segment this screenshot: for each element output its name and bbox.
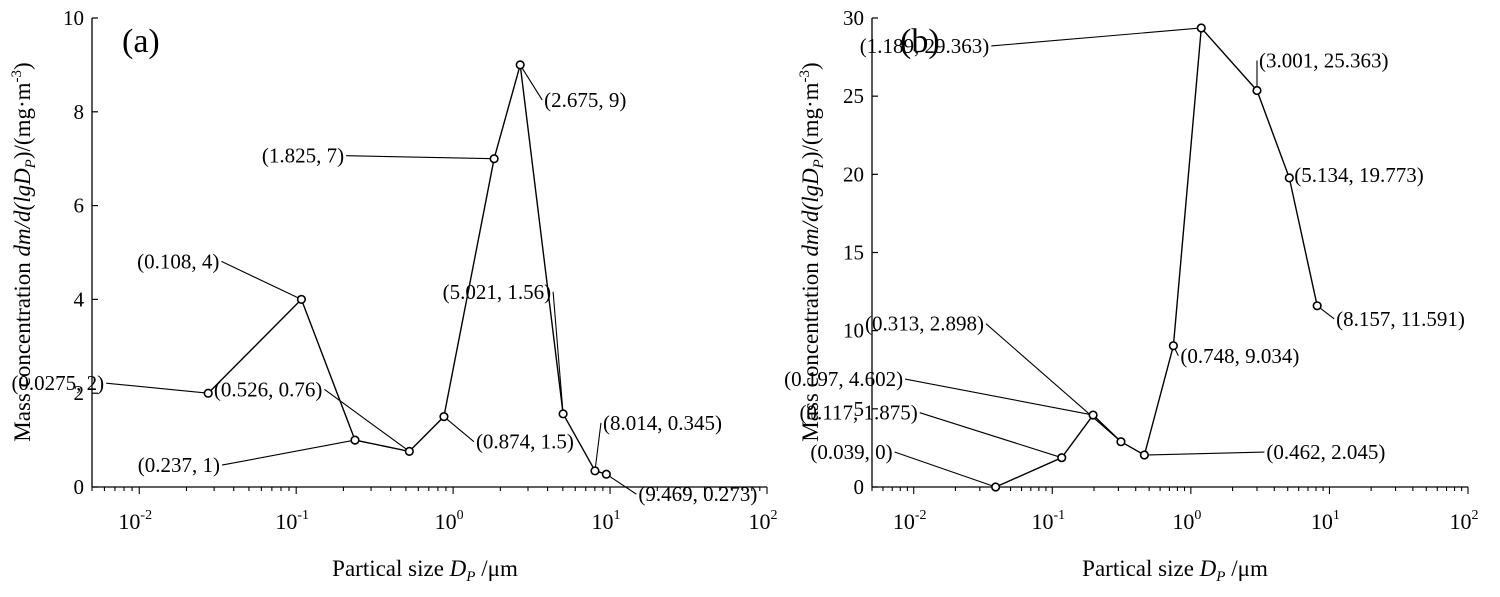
panel-b-data-label: (3.001, 25.363) <box>1259 48 1389 72</box>
panel-b-y-tick-label: 10 <box>843 319 864 343</box>
panel-a-leader-line <box>324 388 410 452</box>
panel-b-data-label: (5.134, 19.773) <box>1294 163 1424 187</box>
panel-b-data-label: (1.189, 29.363) <box>860 34 990 58</box>
panel-a-x-tick-label: 101 <box>592 508 621 534</box>
panel-b-series-line <box>995 26 1318 488</box>
panel-a-y-tick-label: 6 <box>74 194 85 218</box>
panel-a-leader-line <box>552 291 564 414</box>
panel-b-x-tick-label: 102 <box>1450 508 1479 534</box>
panel-a-data-label: (0.108, 4) <box>137 249 219 273</box>
panel-a-label: (a) <box>122 23 160 60</box>
panel-b-y-tick-label: 15 <box>843 241 864 265</box>
panel-a-data-point <box>558 409 568 419</box>
panel-a-data-point <box>489 154 499 164</box>
panel-a-series-line <box>207 64 607 475</box>
panel-b-data-label: (0.462, 2.045) <box>1266 440 1385 464</box>
panel-a-data-label: (5.021, 1.56) <box>443 280 552 304</box>
panel-a-y-tick-label: 4 <box>74 287 85 311</box>
panel-a-data-point <box>404 446 414 456</box>
panel-b-leader-line <box>1144 451 1265 456</box>
panel-b-data-point <box>1312 301 1322 311</box>
panel-b-data-label: (0.748, 9.034) <box>1180 344 1299 368</box>
panel-b-y-label: Mass concentration dm/d(lgDP)/(mg·m-3) <box>797 62 827 441</box>
panel-a-data-point <box>350 435 360 445</box>
panel-b-data-point <box>1139 450 1149 460</box>
panel-b-data-point <box>991 482 1001 492</box>
panel-b-y-tick-label: 25 <box>843 84 864 108</box>
panel-a-leader-line <box>221 260 302 300</box>
panel-a-data-label: (1.825, 7) <box>262 144 344 168</box>
panel-b-data-point <box>1196 23 1206 33</box>
panel-b-data-point <box>1116 437 1126 447</box>
panel-a-data-label: (0.0275, 2) <box>11 371 104 395</box>
panel-a-leader-line <box>221 439 356 466</box>
panel-a-x-tick-label: 100 <box>435 508 464 534</box>
panel-b-data-point <box>1252 85 1262 96</box>
panel-a-data-point <box>590 466 600 476</box>
panel-a-data-label: (8.014, 0.345) <box>603 411 722 435</box>
panel-a-leader-line <box>606 473 637 495</box>
panel-a-data-point <box>296 294 307 305</box>
panel-b-y-tick-label: 20 <box>843 162 864 186</box>
panel-b-label: (b) <box>900 23 940 60</box>
panel-b-x-tick-label: 10-1 <box>1031 508 1065 534</box>
panel-b-leader-line <box>904 378 1094 416</box>
panel-a-leader-line <box>106 382 209 394</box>
panel-a-x-tick-label: 102 <box>749 508 778 534</box>
panel-b-data-label: (8.157, 11.591) <box>1336 307 1465 331</box>
panel-b-data-point <box>1168 341 1178 351</box>
panel-a-data-label: (0.237, 1) <box>138 453 220 477</box>
panel-a-y-tick-label: 0 <box>74 475 85 499</box>
panel-b-leader-line <box>919 412 1062 459</box>
panel-a-leader-line <box>443 416 475 443</box>
panel-a-data-point <box>439 412 449 422</box>
panel-b-data-point <box>1057 453 1067 463</box>
panel-b-data-label: (0.117, 1.875) <box>800 401 918 425</box>
panel-b-y-tick-label: 30 <box>843 6 864 30</box>
panel-b-leader-line <box>894 451 996 488</box>
panel-a-y-label: Mass concentration dm/d(lgDP)/(mg·m-3) <box>9 62 39 441</box>
panel-a-data-label: (2.675, 9) <box>544 88 626 112</box>
panel-b-x-label: Partical size DP /μm <box>1082 556 1268 585</box>
panel-b-x-tick-label: 101 <box>1311 508 1340 534</box>
panel-a-data-point <box>203 388 213 398</box>
panel-a-y-tick-label: 2 <box>74 381 85 405</box>
panel-b-data-label: (0.197, 4.602) <box>784 367 903 391</box>
panel-b-data-point <box>1088 410 1098 420</box>
panel-a-y-tick-label: 8 <box>74 100 85 124</box>
panel-a-data-point <box>515 60 525 70</box>
panel-a-data-label: (0.874, 1.5) <box>476 430 574 454</box>
panel-a-data-label: (9.469, 0.273) <box>638 482 757 506</box>
panel-b-leader-line <box>985 323 1122 443</box>
panel-a-data-label: (0.526, 0.76) <box>214 377 323 401</box>
panel-a-x-tick-label: 10-2 <box>118 508 152 534</box>
panel-b-x-tick-label: 100 <box>1172 508 1201 534</box>
panel-b-y-tick-label: 5 <box>854 397 865 421</box>
panel-a-y-tick-label: 10 <box>63 6 84 30</box>
panel-b-data-label: (0.313, 2.898) <box>865 312 984 336</box>
panel-a-leader-line <box>594 422 602 471</box>
panel-b-leader-line <box>991 27 1202 47</box>
panel-b-x-tick-label: 10-2 <box>893 508 927 534</box>
panel-b-y-tick-label: 0 <box>854 475 865 499</box>
panel-b-data-point <box>1284 173 1294 183</box>
panel-b-data-label: (0.039, 0) <box>810 440 892 464</box>
panel-a-x-tick-label: 10-1 <box>275 508 309 534</box>
panel-a-data-point <box>601 469 611 479</box>
panel-a-leader-line <box>346 155 495 160</box>
panel-a-x-label: Partical size DP /μm <box>332 556 518 585</box>
panel-a-leader-line <box>519 64 543 101</box>
